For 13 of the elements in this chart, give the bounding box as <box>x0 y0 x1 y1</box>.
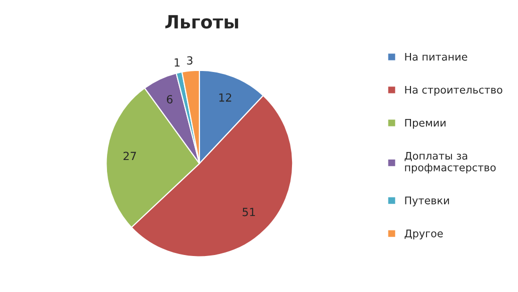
chart-title: Льготы <box>165 15 238 29</box>
data-label: 1 <box>174 58 180 66</box>
legend-label: Другое <box>404 230 443 240</box>
data-label: 6 <box>166 95 172 104</box>
data-label: 12 <box>219 93 232 102</box>
data-label: 27 <box>124 152 136 160</box>
legend-label: На питание <box>405 52 468 61</box>
legend-label: Премии <box>405 118 446 129</box>
data-label: 3 <box>187 56 192 65</box>
legend-label: Доплаты за профмастерство <box>404 152 496 174</box>
legend-label: Путевки <box>405 196 449 206</box>
legend-label: На строительство <box>405 86 502 96</box>
data-label: 51 <box>242 208 255 216</box>
